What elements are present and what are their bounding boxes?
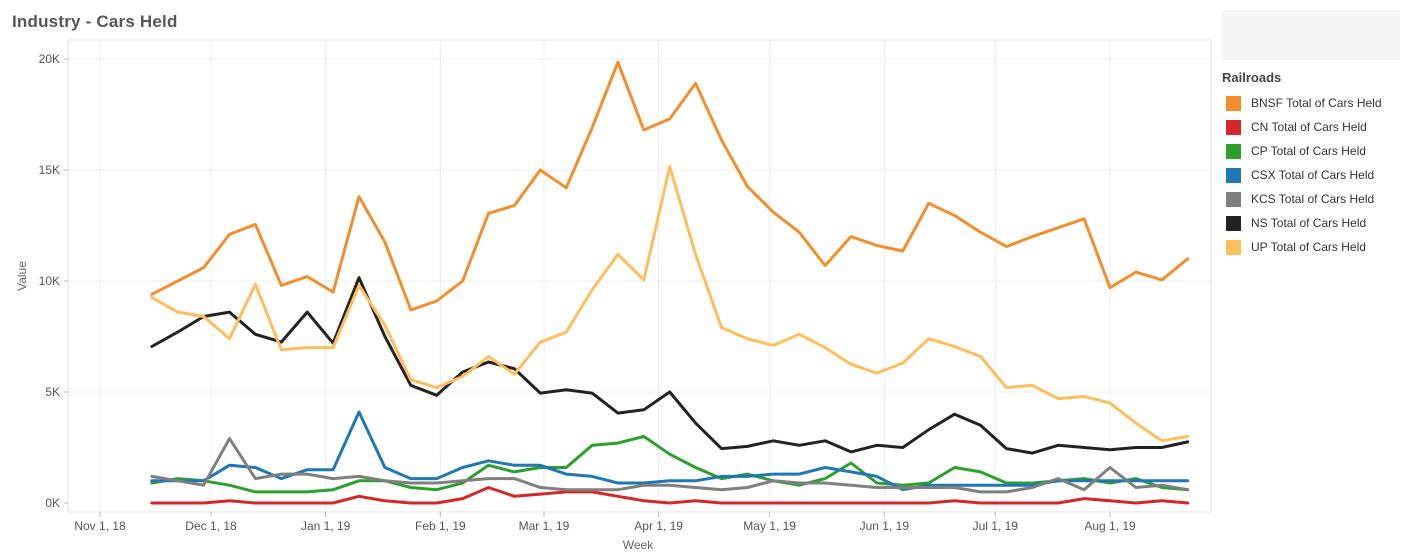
x-tick-label: May 1, 19 — [743, 519, 796, 533]
legend-swatch — [1226, 119, 1241, 135]
axes: 0K 5K 10K 15K 20K Nov 1, 18 Dec 1, 18 Jan 1, 19… — [39, 52, 1136, 533]
legend-title: Railroads — [1222, 70, 1282, 85]
y-tick-label: 15K — [39, 163, 60, 177]
legend-item-kcs[interactable]: KCS Total of Cars Held — [1222, 187, 1400, 211]
legend-item-bnsf[interactable]: BNSF Total of Cars Held — [1222, 91, 1400, 115]
legend-label: CN Total of Cars Held — [1251, 120, 1367, 134]
legend-label: KCS Total of Cars Held — [1251, 192, 1375, 206]
x-tick-label: Dec 1, 18 — [185, 519, 237, 533]
legend-swatch — [1226, 143, 1241, 159]
series-line-cp[interactable] — [150, 434, 1190, 494]
legend-swatch — [1226, 239, 1241, 255]
legend: Railroads BNSF Total of Cars Held CN Tota… — [1222, 70, 1400, 259]
x-tick-label: Jan 1, 19 — [301, 519, 351, 533]
y-tick-label: 20K — [39, 52, 60, 66]
legend-label: CP Total of Cars Held — [1251, 144, 1366, 158]
legend-label: BNSF Total of Cars Held — [1251, 96, 1382, 110]
y-tick-label: 10K — [39, 274, 60, 288]
legend-item-ns[interactable]: NS Total of Cars Held — [1222, 211, 1400, 235]
y-axis-label: Value — [15, 261, 29, 291]
legend-swatch — [1226, 167, 1241, 183]
x-tick-label: Apr 1, 19 — [634, 519, 683, 533]
legend-swatch — [1226, 191, 1241, 207]
legend-item-cn[interactable]: CN Total of Cars Held — [1222, 115, 1400, 139]
plot-frame — [67, 39, 1212, 513]
series-line-up[interactable] — [150, 165, 1190, 443]
x-axis-label: Week — [623, 538, 654, 552]
y-tick-label: 5K — [45, 385, 60, 399]
x-tick-label: Aug 1, 19 — [1084, 519, 1136, 533]
legend-label: UP Total of Cars Held — [1251, 240, 1366, 254]
series-line-bnsf[interactable] — [150, 60, 1190, 312]
legend-label: NS Total of Cars Held — [1251, 216, 1367, 230]
legend-item-cp[interactable]: CP Total of Cars Held — [1222, 139, 1400, 163]
series-line-csx[interactable] — [150, 410, 1190, 492]
legend-filter-box — [1222, 10, 1400, 60]
legend-label: CSX Total of Cars Held — [1251, 168, 1375, 182]
chart-title: Industry - Cars Held — [12, 12, 178, 31]
series-line-ns[interactable] — [150, 276, 1190, 455]
x-tick-label: Feb 1, 19 — [415, 519, 466, 533]
grid-lines — [68, 40, 1211, 512]
x-tick-label: Jul 1, 19 — [973, 519, 1019, 533]
y-tick-label: 0K — [45, 496, 60, 510]
series-line-cn[interactable] — [150, 486, 1190, 505]
legend-swatch — [1226, 95, 1241, 111]
legend-swatch — [1226, 215, 1241, 231]
line-chart[interactable]: 0K 5K 10K 15K 20K Nov 1, 18 Dec 1, 18 Jan 1, 19… — [0, 0, 1215, 560]
series-line-kcs[interactable] — [150, 437, 1190, 494]
legend-item-csx[interactable]: CSX Total of Cars Held — [1222, 163, 1400, 187]
series-lines — [150, 60, 1190, 505]
x-tick-label: Nov 1, 18 — [74, 519, 126, 533]
legend-item-up[interactable]: UP Total of Cars Held — [1222, 235, 1400, 259]
x-tick-label: Mar 1, 19 — [519, 519, 570, 533]
x-tick-label: Jun 1, 19 — [860, 519, 910, 533]
